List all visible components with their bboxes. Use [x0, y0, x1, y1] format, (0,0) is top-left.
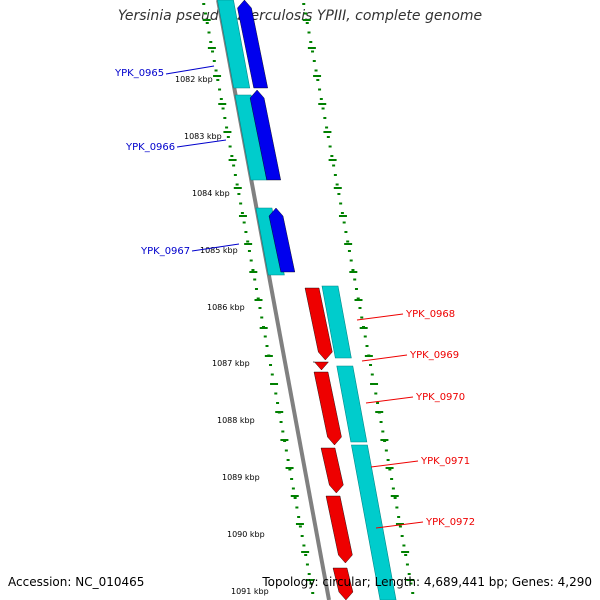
reverse-gene-arrow[interactable] — [332, 567, 354, 600]
gene-leader-line — [176, 139, 227, 148]
gene-leader-line — [361, 354, 408, 362]
cds-block[interactable] — [321, 285, 352, 359]
kbp-label: 1090 kbp — [227, 530, 265, 539]
gene-label[interactable]: YPK_0968 — [405, 309, 455, 320]
position-ruler: 1082 kbp 1083 kbp 1084 kbp 1085 kbp 1086 kbp… — [175, 75, 269, 596]
gene-leader-line — [375, 521, 424, 529]
kbp-label: 1091 kbp — [231, 587, 269, 596]
cds-block[interactable] — [351, 444, 397, 600]
gene-label[interactable]: YPK_0969 — [409, 350, 459, 361]
forward-gene-arrow[interactable] — [237, 0, 268, 89]
gene-label[interactable]: YPK_0970 — [415, 392, 465, 403]
forward-gene-arrow[interactable] — [268, 207, 296, 273]
forward-gene-arrow[interactable] — [249, 89, 281, 181]
gene-label[interactable]: YPK_0966 — [125, 142, 175, 153]
gene-label[interactable]: YPK_0971 — [420, 456, 470, 467]
gene-track — [237, 0, 354, 600]
kbp-label: 1088 kbp — [217, 416, 255, 425]
reverse-gene-arrow[interactable] — [313, 371, 342, 446]
kbp-label: 1082 kbp — [175, 75, 213, 84]
cds-block[interactable] — [255, 207, 285, 276]
gene-leader-line — [165, 65, 215, 75]
reverse-gene-arrow[interactable] — [325, 495, 353, 564]
gene-leader-line — [370, 460, 419, 468]
gene-leader-line — [365, 396, 414, 404]
outer-tick-track — [302, 3, 415, 594]
cds-track — [217, 0, 397, 600]
cds-block[interactable] — [217, 0, 251, 89]
kbp-label: 1085 kbp — [200, 246, 238, 255]
gene-label[interactable]: YPK_0967 — [140, 246, 190, 257]
accession-text: Accession: NC_010465 — [8, 575, 145, 589]
kbp-label: 1084 kbp — [192, 189, 230, 198]
reverse-gene-arrow[interactable] — [313, 361, 329, 371]
reverse-gene-arrow[interactable] — [304, 287, 333, 361]
gene-labels: YPK_0965 YPK_0966 YPK_0967 YPK_0968 YPK_0969… — [114, 65, 475, 529]
kbp-label: 1089 kbp — [222, 473, 260, 482]
kbp-label: 1086 kbp — [207, 303, 245, 312]
kbp-label: 1087 kbp — [212, 359, 250, 368]
reverse-gene-arrow[interactable] — [320, 447, 344, 494]
inner-tick-track — [202, 3, 315, 594]
genome-summary-text: Topology: circular; Length: 4,689,441 bp… — [262, 575, 592, 589]
cds-block[interactable] — [336, 365, 368, 443]
gene-label[interactable]: YPK_0965 — [114, 68, 164, 79]
kbp-label: 1083 kbp — [184, 132, 222, 141]
gene-leader-line — [356, 313, 404, 321]
gene-leader-line — [191, 243, 240, 252]
gene-label[interactable]: YPK_0972 — [425, 517, 475, 528]
